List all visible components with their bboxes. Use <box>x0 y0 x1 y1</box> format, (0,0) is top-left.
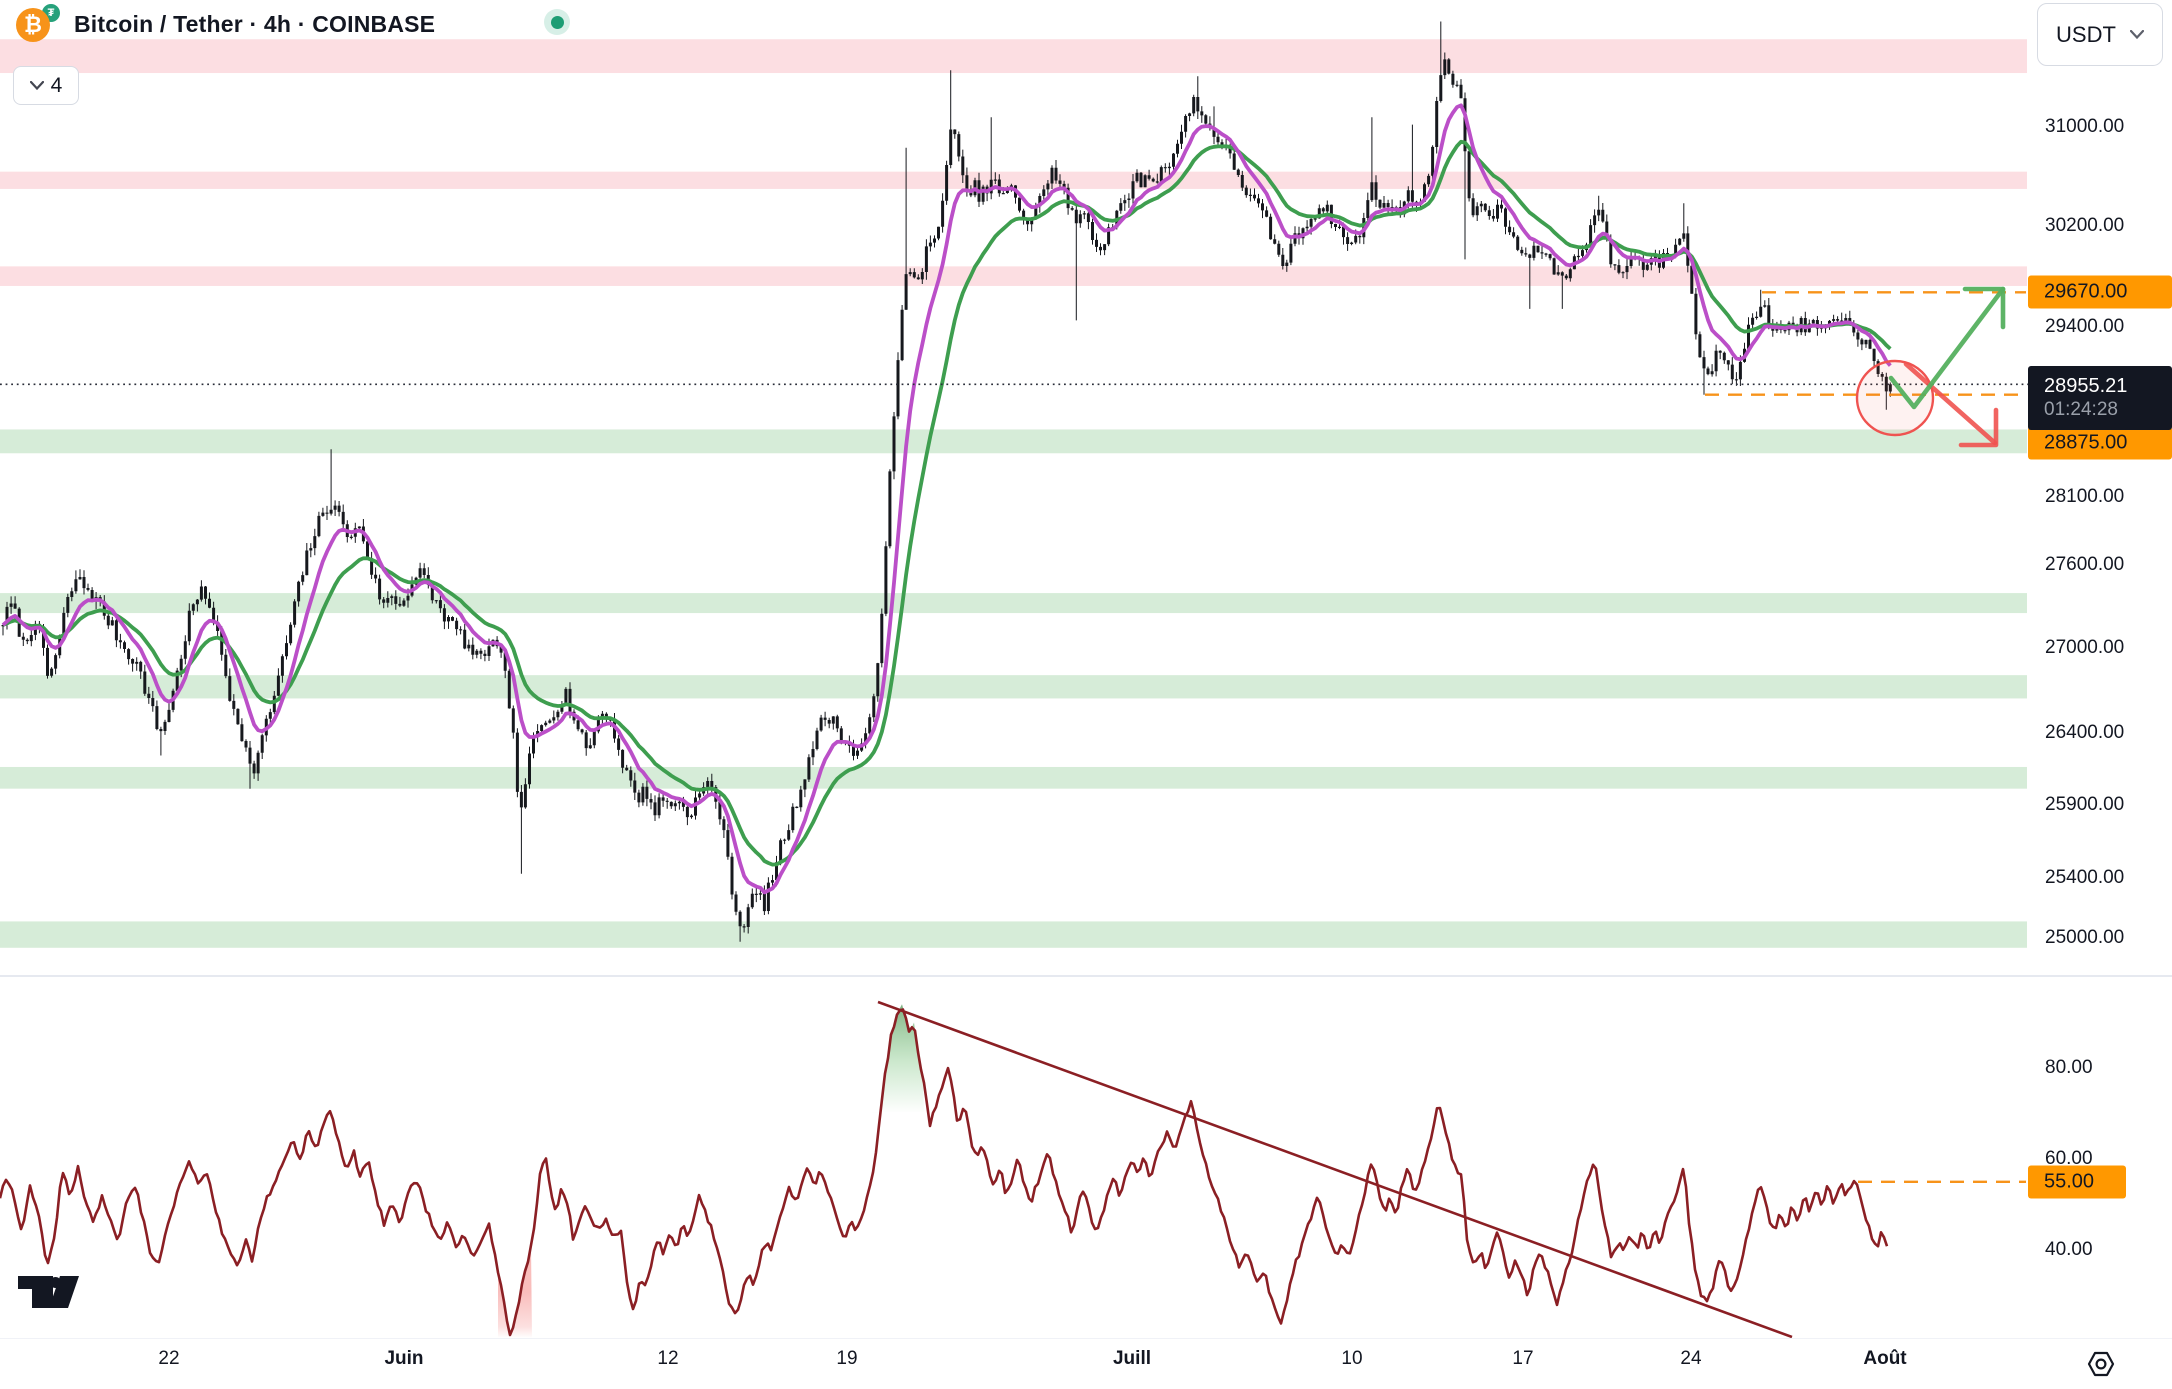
time-tick-label: 22 <box>158 1348 180 1369</box>
rsi-descending-trendline[interactable] <box>877 1000 1793 1338</box>
moving-average-lines <box>1 103 1892 895</box>
tradingview-logo <box>18 1276 79 1308</box>
ma-fast-line <box>1 103 1892 895</box>
pane-separator[interactable] <box>0 975 2172 977</box>
rsi-tick-label: 60.00 <box>2045 1148 2093 1169</box>
bearish-arrow-head <box>1958 407 1999 448</box>
time-tick-label: Juill <box>1112 1348 1152 1369</box>
currency-selector[interactable]: USDT <box>2037 3 2163 66</box>
price-tick-label: 31000.00 <box>2045 116 2125 137</box>
time-tick-label: 12 <box>657 1348 679 1369</box>
legend-count: 4 <box>50 73 63 97</box>
price-tick-label: 27600.00 <box>2045 553 2125 575</box>
price-tick-label: 27000.00 <box>2045 636 2125 658</box>
bearish-arrow <box>1903 361 1998 446</box>
rsi-oversold-fill <box>498 1245 532 1338</box>
ma-slow-line <box>2 139 1892 867</box>
market-open-dot <box>550 15 564 29</box>
time-axis-border <box>0 1338 2172 1339</box>
symbol-header[interactable]: ₮ ₿ Bitcoin / Tether · 4h · COINBASE <box>16 2 435 46</box>
last-price-flag: 28955.21 01:24:28 <box>2028 366 2172 430</box>
price-tick-label: 29400.00 <box>2045 315 2125 337</box>
projection-drawings[interactable] <box>1855 286 2006 448</box>
rsi-overbought-fill <box>872 1004 924 1178</box>
candlestick-series <box>1 21 1892 942</box>
time-tick-label: 19 <box>836 1348 858 1369</box>
price-tick-label: 25900.00 <box>2045 793 2125 815</box>
time-tick-label: 24 <box>1680 1348 1702 1369</box>
resistance-price-flag: 29670.00 <box>2028 275 2172 309</box>
symbol-pair-icon: ₮ ₿ <box>16 2 66 46</box>
currency-label: USDT <box>2056 21 2116 47</box>
bar-countdown: 01:24:28 <box>2044 399 2118 420</box>
rsi-line <box>0 1008 1889 1337</box>
time-tick-label: 10 <box>1341 1348 1363 1369</box>
price-level-lines[interactable] <box>0 291 2036 396</box>
price-tick-label: 25000.00 <box>2045 926 2125 948</box>
price-tick-label: 30200.00 <box>2045 214 2125 236</box>
bitcoin-icon: ₿ <box>16 8 50 42</box>
time-tick-label: 17 <box>1512 1348 1534 1369</box>
price-tick-label: 28100.00 <box>2045 486 2125 508</box>
chart-title: Bitcoin / Tether · 4h · COINBASE <box>74 10 436 37</box>
time-tick-label: Août <box>1863 1348 1907 1369</box>
support-resistance-zones <box>0 39 2027 948</box>
rsi-tick-label: 80.00 <box>2045 1057 2093 1078</box>
legend-collapse-button[interactable]: 4 <box>13 66 79 105</box>
chevron-down-icon <box>2129 30 2144 39</box>
bullish-arrow-head <box>1962 286 2006 330</box>
price-tick-label: 25400.00 <box>2045 867 2125 889</box>
last-price-value: 28955.21 <box>2044 375 2128 397</box>
price-tick-label: 26400.00 <box>2045 721 2125 743</box>
market-open-indicator <box>544 9 570 35</box>
pane-settings-gear-icon[interactable] <box>2086 1349 2116 1379</box>
rsi-tick-label: 40.00 <box>2045 1239 2093 1260</box>
chevron-down-icon <box>29 81 44 90</box>
bullish-arrow <box>1888 286 2006 410</box>
support-price-flag: 28875.00 <box>2028 426 2172 460</box>
rsi-level-flag: 55.00 <box>2028 1165 2126 1199</box>
rsi-indicator <box>0 1000 2026 1338</box>
highlight-circle <box>1855 359 1935 437</box>
time-tick-label: Juin <box>384 1348 424 1369</box>
